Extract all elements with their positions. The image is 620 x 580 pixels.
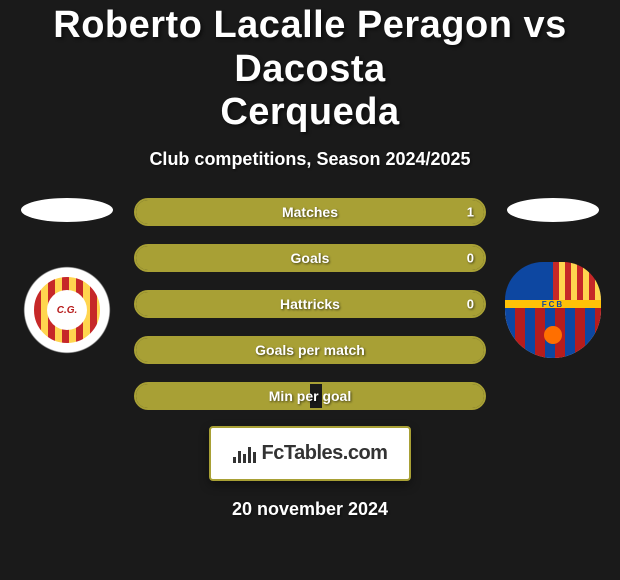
stat-fill-right [310,246,484,270]
brand-link[interactable]: FcTables.com [209,426,412,481]
right-logo-ball-icon [544,326,562,344]
footer-date: 20 november 2024 [232,499,388,520]
left-player-placeholder [21,198,113,222]
title-line-2: Cerqueda [220,91,399,133]
bar-chart-icon [233,445,256,463]
stat-label: Goals per match [255,342,365,358]
right-player-placeholder [507,198,599,222]
left-club-logo-shield: C.G. [31,274,103,346]
stat-bar-goals-per-match: Goals per match [134,336,486,364]
stat-value-right: 0 [467,297,474,312]
stat-bar-min-per-goal: Min per goal [134,382,486,410]
right-player-column: FCB [498,198,608,358]
left-club-logo: C.G. [19,262,115,358]
right-club-initials: FCB [505,300,601,308]
stat-label: Goals [291,250,330,266]
brand-text: FcTables.com [262,442,388,465]
stats-column: Matches 1 Goals 0 Hattricks 0 [122,198,498,410]
stat-label: Matches [282,204,338,220]
stat-bar-hattricks: Hattricks 0 [134,290,486,318]
stat-bar-matches: Matches 1 [134,198,486,226]
left-club-initials: C.G. [47,290,87,330]
left-player-column: C.G. [12,198,122,358]
right-club-logo: FCB [505,262,601,358]
comparison-row: C.G. Matches 1 Goals 0 [0,198,620,410]
stat-value-right: 0 [467,251,474,266]
right-logo-top [505,262,601,300]
stat-fill-left [136,246,310,270]
title-line-1: Roberto Lacalle Peragon vs Dacosta [53,4,567,90]
stat-label: Min per goal [269,388,351,404]
subtitle: Club competitions, Season 2024/2025 [149,149,470,170]
stat-bar-goals: Goals 0 [134,244,486,272]
stat-label: Hattricks [280,296,340,312]
page-title: Roberto Lacalle Peragon vs Dacosta Cerqu… [0,4,620,135]
stat-value-right: 1 [467,205,474,220]
